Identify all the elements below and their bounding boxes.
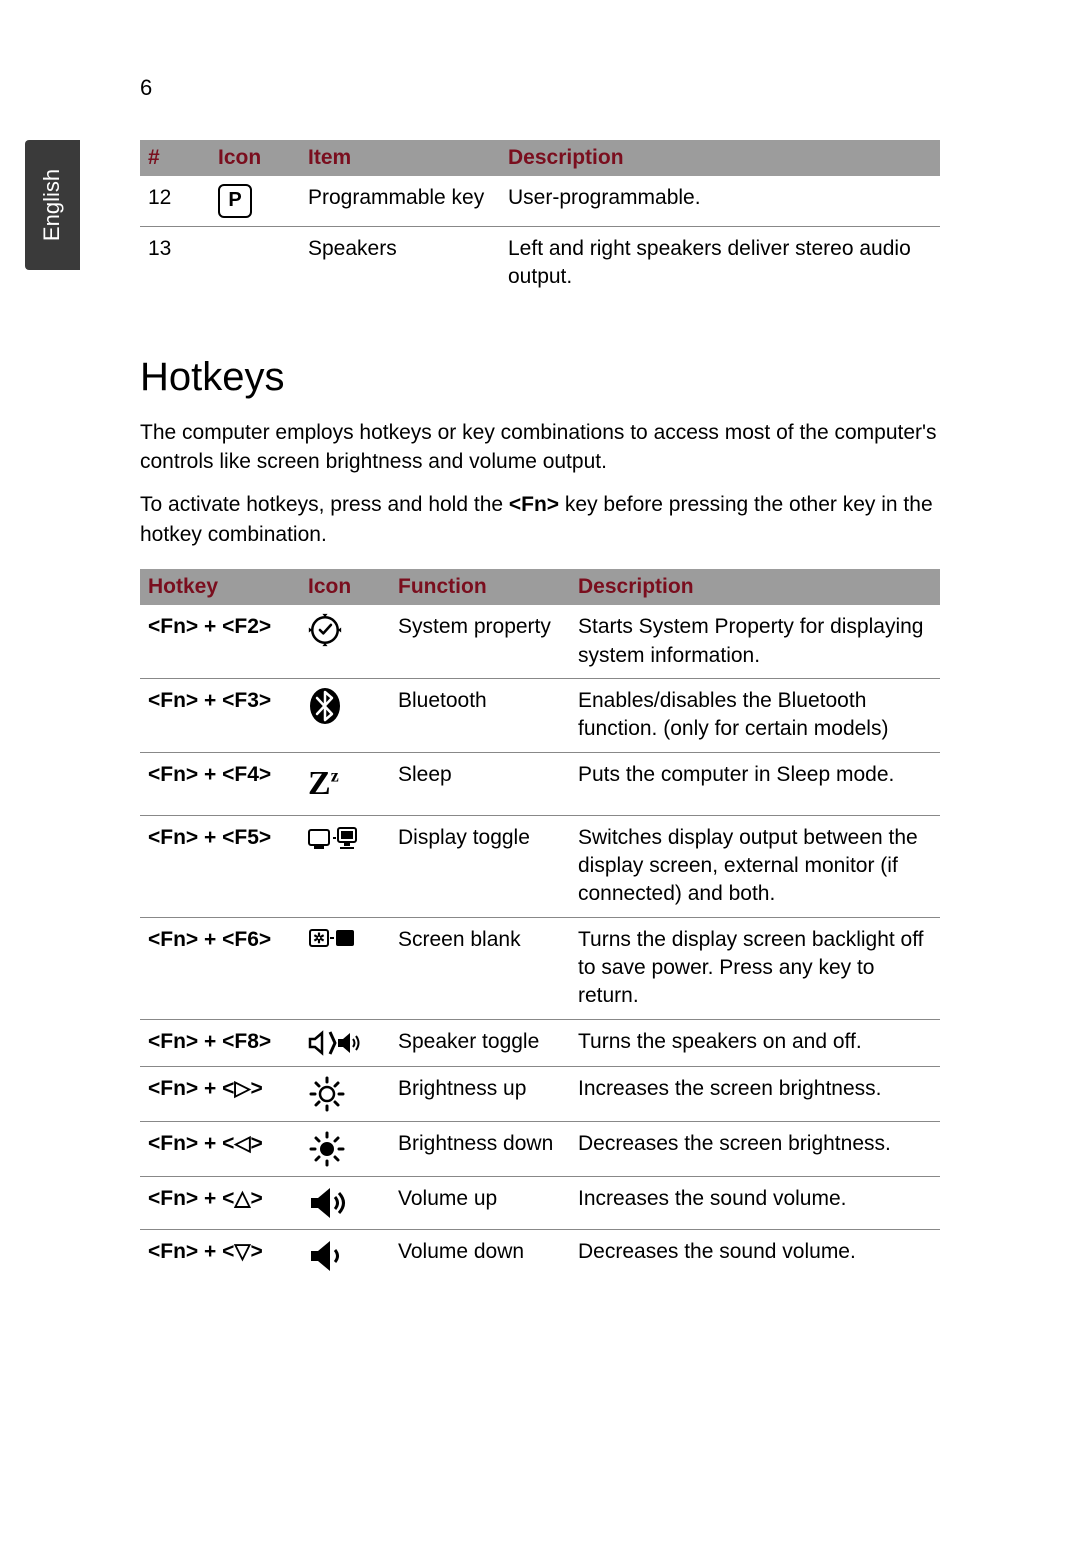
table-row: <Fn> + <▽> Volume down Decreases the sou… — [140, 1229, 940, 1282]
hotkey-combo: <Fn> + <F2> — [140, 605, 300, 678]
items-table: # Icon Item Description 12 P Programmabl… — [140, 140, 940, 300]
page-content: # Icon Item Description 12 P Programmabl… — [140, 140, 940, 1282]
col-desc-header: Description — [500, 140, 940, 176]
hotkey-combo: <Fn> + <F4> — [140, 752, 300, 815]
table-row: <Fn> + <F5> Display toggle Switches disp… — [140, 815, 940, 917]
table-header-row: Hotkey Icon Function Description — [140, 569, 940, 605]
row-item: Programmable key — [300, 176, 500, 227]
language-tab: English — [25, 140, 80, 270]
col-icon-header: Icon — [210, 140, 300, 176]
hotkey-desc: Decreases the sound volume. — [570, 1229, 940, 1282]
hotkey-desc: Increases the screen brightness. — [570, 1066, 940, 1121]
icon-cell — [300, 815, 390, 917]
table-row: <Fn> + <F6> ✲ Screen blank Turns the dis… — [140, 917, 940, 1019]
hotkeys-table: Hotkey Icon Function Description <Fn> + … — [140, 569, 940, 1281]
row-item: Speakers — [300, 227, 500, 300]
icon-cell — [300, 605, 390, 678]
svg-text:✲: ✲ — [313, 930, 325, 946]
brightness-up-icon — [308, 1075, 346, 1113]
hotkey-function: System property — [390, 605, 570, 678]
icon-cell: Zz — [300, 752, 390, 815]
col-desc-header: Description — [570, 569, 940, 605]
hotkey-desc: Turns the display screen backlight off t… — [570, 917, 940, 1019]
row-number: 12 — [140, 176, 210, 227]
hotkey-combo: <Fn> + <F8> — [140, 1019, 300, 1066]
hotkey-function: Bluetooth — [390, 678, 570, 752]
table-row: <Fn> + <F8> Speaker toggle Turns the spe… — [140, 1019, 940, 1066]
table-row: <Fn> + <△> Volume up Increases the sound… — [140, 1176, 940, 1229]
hotkey-desc: Turns the speakers on and off. — [570, 1019, 940, 1066]
table-row: 12 P Programmable key User-programmable. — [140, 176, 940, 227]
hotkey-combo: <Fn> + <◁> — [140, 1121, 300, 1176]
row-number: 13 — [140, 227, 210, 300]
col-func-header: Function — [390, 569, 570, 605]
system-property-icon — [308, 613, 342, 647]
hotkey-combo: <Fn> + <▽> — [140, 1229, 300, 1282]
hotkey-function: Brightness down — [390, 1121, 570, 1176]
hotkey-function: Volume up — [390, 1176, 570, 1229]
volume-down-icon — [308, 1238, 352, 1274]
display-toggle-icon — [308, 824, 358, 852]
intro-2-a: To activate hotkeys, press and hold the — [140, 493, 509, 516]
hotkey-combo: <Fn> + <F6> — [140, 917, 300, 1019]
hotkey-function: Screen blank — [390, 917, 570, 1019]
row-icon-cell — [210, 227, 300, 300]
section-title: Hotkeys — [140, 355, 940, 400]
speaker-toggle-icon — [308, 1028, 362, 1058]
hotkey-desc: Switches display output between the disp… — [570, 815, 940, 917]
hotkey-combo: <Fn> + <△> — [140, 1176, 300, 1229]
intro-2-b: <Fn> — [509, 493, 559, 516]
intro-paragraph-2: To activate hotkeys, press and hold the … — [140, 490, 940, 549]
hotkey-function: Sleep — [390, 752, 570, 815]
hotkey-desc: Puts the computer in Sleep mode. — [570, 752, 940, 815]
bluetooth-icon — [308, 687, 342, 725]
table-row: <Fn> + <F3> Bluetooth Enables/disables t… — [140, 678, 940, 752]
icon-cell — [300, 1121, 390, 1176]
volume-up-icon — [308, 1185, 352, 1221]
col-icon-header: Icon — [300, 569, 390, 605]
table-row: <Fn> + <▷> Brightness up Increases the s… — [140, 1066, 940, 1121]
table-row: <Fn> + <F2> System property Starts Syste… — [140, 605, 940, 678]
row-desc: Left and right speakers deliver stereo a… — [500, 227, 940, 300]
col-hotkey-header: Hotkey — [140, 569, 300, 605]
hotkey-combo: <Fn> + <▷> — [140, 1066, 300, 1121]
screen-blank-icon: ✲ — [308, 926, 358, 954]
hotkey-function: Volume down — [390, 1229, 570, 1282]
hotkey-desc: Starts System Property for displaying sy… — [570, 605, 940, 678]
hotkey-function: Display toggle — [390, 815, 570, 917]
table-row: <Fn> + <F4> Zz Sleep Puts the computer i… — [140, 752, 940, 815]
page-number: 6 — [140, 75, 152, 101]
hotkey-combo: <Fn> + <F3> — [140, 678, 300, 752]
icon-cell — [300, 1019, 390, 1066]
icon-cell — [300, 1066, 390, 1121]
icon-cell — [300, 1229, 390, 1282]
hotkey-desc: Increases the sound volume. — [570, 1176, 940, 1229]
icon-cell — [300, 1176, 390, 1229]
hotkey-combo: <Fn> + <F5> — [140, 815, 300, 917]
table-header-row: # Icon Item Description — [140, 140, 940, 176]
table-row: <Fn> + <◁> Brightness down Decreases the… — [140, 1121, 940, 1176]
icon-cell — [300, 678, 390, 752]
col-number-header: # — [140, 140, 210, 176]
brightness-down-icon — [308, 1130, 346, 1168]
language-tab-label: English — [40, 169, 66, 241]
intro-paragraph-1: The computer employs hotkeys or key comb… — [140, 418, 940, 477]
table-row: 13 Speakers Left and right speakers deli… — [140, 227, 940, 300]
sleep-icon: Zz — [308, 765, 339, 802]
col-item-header: Item — [300, 140, 500, 176]
row-desc: User-programmable. — [500, 176, 940, 227]
hotkey-function: Speaker toggle — [390, 1019, 570, 1066]
programmable-key-icon: P — [218, 184, 252, 218]
hotkey-desc: Decreases the screen brightness. — [570, 1121, 940, 1176]
hotkey-function: Brightness up — [390, 1066, 570, 1121]
hotkey-desc: Enables/disables the Bluetooth function.… — [570, 678, 940, 752]
row-icon-cell: P — [210, 176, 300, 227]
icon-cell: ✲ — [300, 917, 390, 1019]
